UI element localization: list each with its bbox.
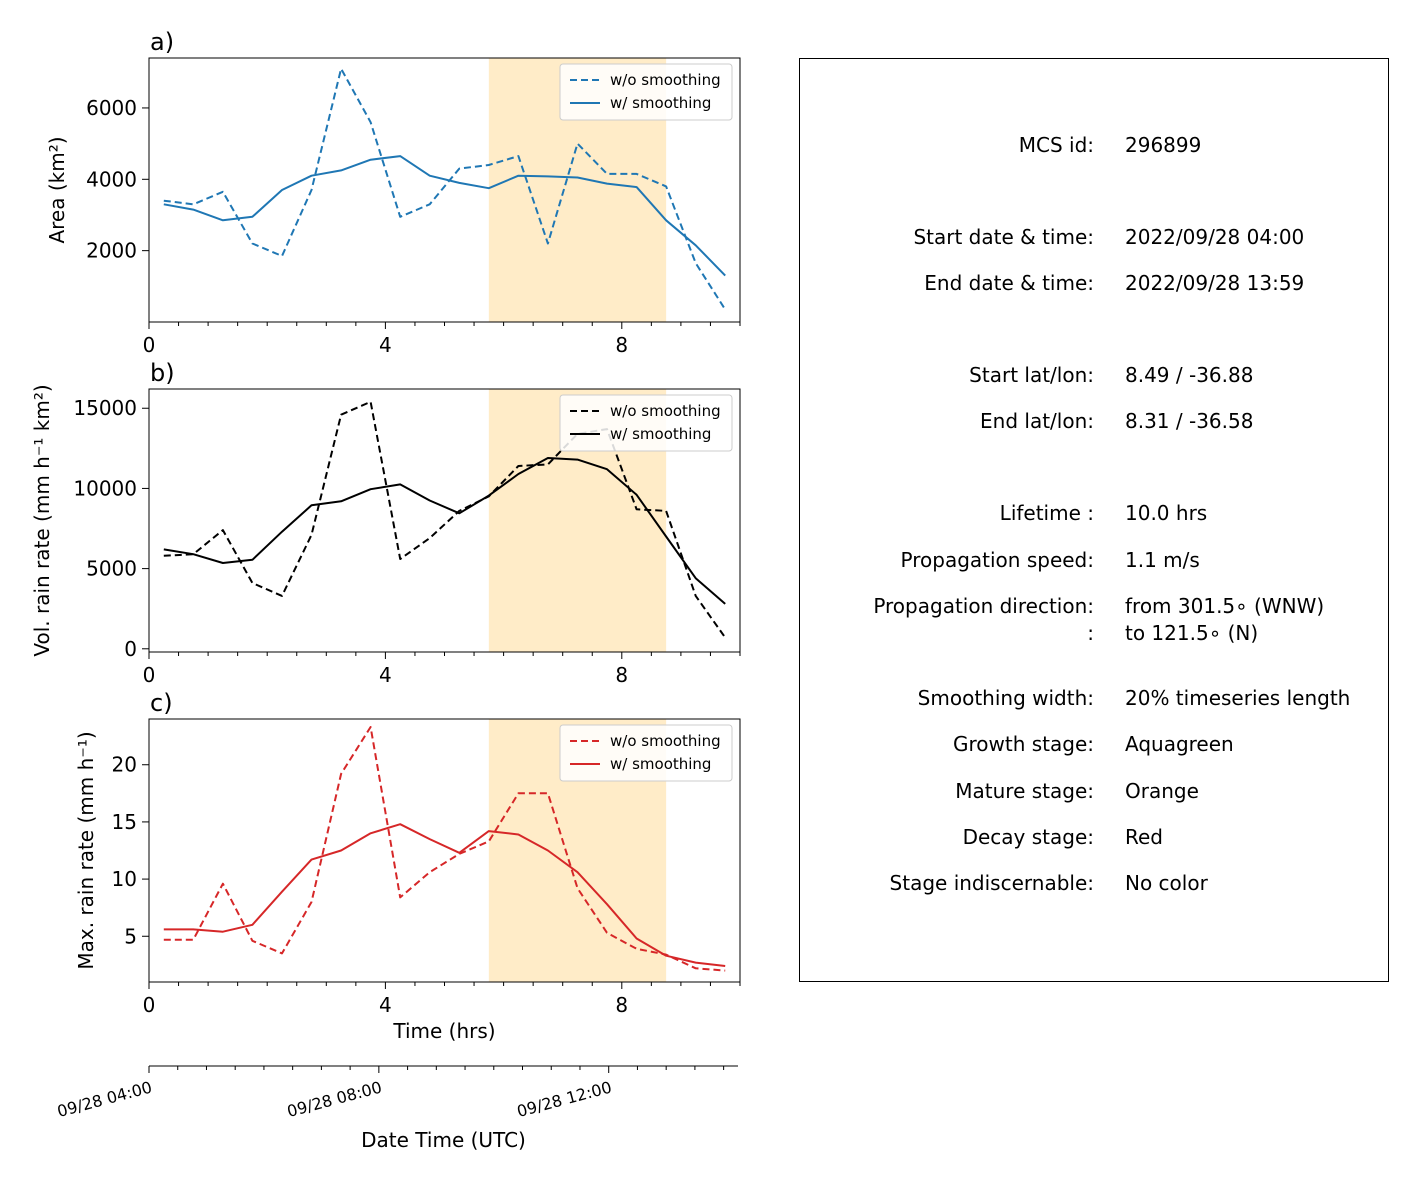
- y-tick-label: 4000: [86, 167, 137, 191]
- panel-label: b): [150, 359, 175, 387]
- info-value: to 121.5∘ (N): [1125, 621, 1259, 645]
- panel-label: a): [150, 28, 174, 56]
- info-label: Start lat/lon:: [969, 363, 1094, 387]
- info-label: Mature stage:: [955, 779, 1094, 803]
- series-line-raw: [163, 400, 727, 639]
- legend-entry: w/o smoothing: [610, 402, 721, 420]
- y-tick-label: 6000: [86, 96, 137, 120]
- legend-entry: w/o smoothing: [610, 71, 721, 89]
- info-label: End date & time:: [924, 271, 1094, 295]
- x-tick-label: 0: [143, 663, 156, 687]
- date-axis-label: Date Time (UTC): [361, 1128, 526, 1152]
- y-tick-label: 2000: [86, 239, 137, 263]
- legend-entry: w/ smoothing: [610, 94, 711, 112]
- info-label: Lifetime :: [999, 501, 1094, 525]
- legend-box: [559, 724, 733, 782]
- date-tick-label: 09/28 12:00: [515, 1078, 614, 1122]
- info-label: End lat/lon:: [980, 409, 1094, 433]
- y-tick-label: 5000: [86, 557, 137, 581]
- x-tick-label: 0: [143, 993, 156, 1017]
- info-value: from 301.5∘ (WNW): [1125, 594, 1325, 618]
- info-label: Smoothing width:: [917, 686, 1094, 710]
- x-tick-label: 8: [615, 333, 628, 357]
- x-tick-label: 8: [615, 663, 628, 687]
- y-tick-label: 15000: [73, 396, 137, 420]
- legend: w/o smoothing w/ smoothing: [559, 394, 733, 452]
- x-tick-label: 4: [379, 663, 392, 687]
- info-label: Growth stage:: [952, 732, 1094, 756]
- y-tick-label: 5: [124, 924, 137, 948]
- y-tick-label: 20: [112, 753, 137, 777]
- series-line-smoothed: [163, 823, 726, 967]
- legend-box: [559, 63, 733, 121]
- x-tick-label: 4: [379, 333, 392, 357]
- series-line-raw: [163, 726, 726, 972]
- series-line-smoothed: [163, 155, 726, 277]
- info-value: 20% timeseries length: [1125, 686, 1351, 710]
- y-tick-label: 0: [124, 637, 137, 661]
- date-tick-label: 09/28 08:00: [285, 1078, 384, 1122]
- x-tick-label: 0: [143, 333, 156, 357]
- info-value: No color: [1125, 871, 1208, 895]
- x-axis-label: Time (hrs): [392, 1019, 495, 1043]
- info-value: 10.0 hrs: [1125, 501, 1208, 525]
- info-label: Decay stage:: [962, 825, 1094, 849]
- info-value: 2022/09/28 04:00: [1125, 225, 1305, 249]
- y-tick-label: 10: [112, 867, 137, 891]
- y-axis-label: Vol. rain rate (mm h⁻¹ km²): [30, 384, 54, 656]
- info-label: MCS id:: [1018, 133, 1094, 157]
- date-time-axis: 09/28 04:00 09/28 08:00 09/28 12:00 Date Ti…: [55, 1065, 738, 1152]
- info-label: Stage indiscernable:: [889, 871, 1094, 895]
- legend-entry: w/ smoothing: [610, 755, 711, 773]
- legend: w/o smoothing w/ smoothing: [559, 724, 733, 782]
- info-value: 8.49 / -36.88: [1125, 363, 1254, 387]
- info-value: 8.31 / -36.58: [1125, 409, 1254, 433]
- series-line-raw: [163, 67, 727, 311]
- chart-panel-2: 0 4 8 0 5000 10000 15000 b) Vol. rain rate (mm h…: [30, 359, 741, 687]
- y-tick-label: 15: [112, 810, 137, 834]
- info-value: 2022/09/28 13:59: [1125, 271, 1305, 295]
- x-tick-label: 8: [615, 993, 628, 1017]
- x-tick-label: 4: [379, 993, 392, 1017]
- info-value: Orange: [1125, 779, 1199, 803]
- chart-panel-3: 0 4 8 5 10 15 20 c) Max. rain rate (mm h⁻¹) Time …: [74, 689, 741, 1043]
- info-label: Start date & time:: [913, 225, 1094, 249]
- legend-entry: w/ smoothing: [610, 425, 711, 443]
- mcs-info-panel: MCS id: 296899 Start date & time: 2022/0…: [799, 58, 1389, 982]
- y-axis-label: Area (km²): [45, 136, 69, 243]
- info-label: Propagation speed:: [900, 548, 1094, 572]
- legend-box: [559, 394, 733, 452]
- legend-entry: w/o smoothing: [610, 732, 721, 750]
- panel-label: c): [150, 689, 173, 717]
- info-label: Propagation direction:: [873, 594, 1094, 618]
- date-tick-label: 09/28 04:00: [55, 1078, 154, 1122]
- series-line-smoothed: [163, 457, 726, 605]
- info-value: 1.1 m/s: [1125, 548, 1200, 572]
- info-value: 296899: [1125, 133, 1202, 157]
- chart-panel-1: 0 4 8 2000 4000 6000 a) Area (km²) w/o smoothing…: [45, 28, 741, 357]
- y-axis-label: Max. rain rate (mm h⁻¹): [74, 731, 98, 969]
- info-label: :: [1087, 621, 1094, 645]
- info-value: Aquagreen: [1125, 732, 1234, 756]
- y-tick-label: 10000: [73, 476, 137, 500]
- legend: w/o smoothing w/ smoothing: [559, 63, 733, 121]
- info-value: Red: [1125, 825, 1163, 849]
